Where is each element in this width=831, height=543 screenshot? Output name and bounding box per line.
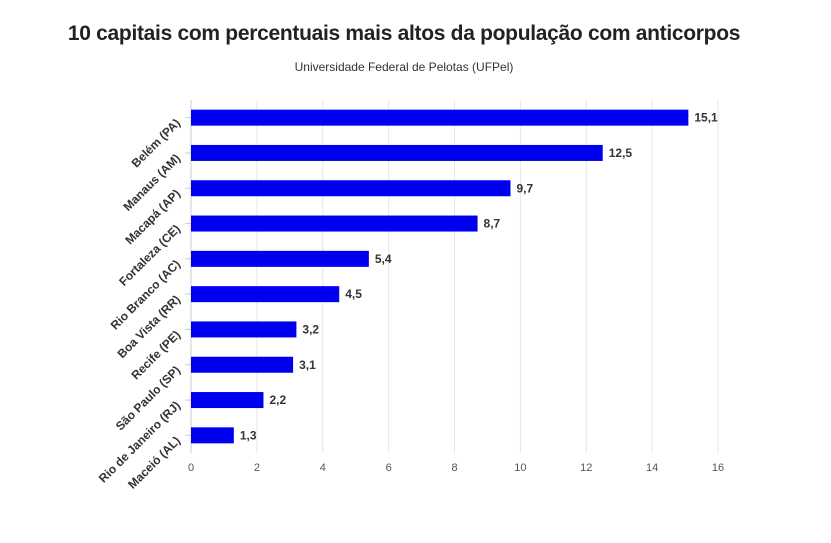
x-axis-ticks: 0 2 4 6 8 10 12 14 16 — [188, 462, 724, 474]
x-tick-label: 14 — [646, 462, 658, 474]
x-tick-label: 6 — [386, 462, 392, 474]
bar — [191, 250, 369, 267]
data-label: 3,2 — [302, 322, 319, 336]
bar — [191, 109, 689, 126]
data-label: 5,4 — [375, 252, 392, 266]
data-label: 2,2 — [269, 393, 286, 407]
bar — [191, 392, 264, 409]
x-tick-label: 8 — [451, 462, 457, 474]
x-tick-label: 4 — [320, 462, 326, 474]
category-label: Fortaleza (CE) — [116, 222, 183, 289]
bar — [191, 144, 603, 161]
data-label: 9,7 — [516, 181, 533, 195]
data-labels: 15,1 12,5 9,7 8,7 5,4 4,5 3,2 3,1 2,2 1,3 — [240, 111, 718, 443]
bar — [191, 286, 340, 303]
data-label: 12,5 — [609, 146, 633, 160]
chart-subtitle: Universidade Federal de Pelotas (UFPel) — [294, 60, 514, 74]
chart-title: 10 capitais com percentuais mais altos d… — [67, 22, 741, 45]
x-tick-label: 10 — [514, 462, 526, 474]
bar — [191, 356, 294, 373]
category-labels: Belém (PA)Manaus (AM)Macapá (AP)Fortalez… — [96, 116, 183, 492]
data-label: 3,1 — [299, 358, 316, 372]
bar — [191, 427, 234, 444]
data-label: 15,1 — [694, 111, 718, 125]
y-axis — [185, 100, 192, 453]
x-tick-label: 12 — [580, 462, 592, 474]
bar — [191, 215, 478, 232]
data-label: 4,5 — [345, 287, 362, 301]
bar — [191, 321, 297, 338]
bars — [191, 109, 689, 444]
x-tick-label: 0 — [188, 462, 194, 474]
data-label: 1,3 — [240, 428, 257, 442]
x-tick-label: 16 — [712, 462, 724, 474]
data-label: 8,7 — [484, 217, 501, 231]
x-tick-label: 2 — [254, 462, 260, 474]
bar — [191, 180, 511, 197]
